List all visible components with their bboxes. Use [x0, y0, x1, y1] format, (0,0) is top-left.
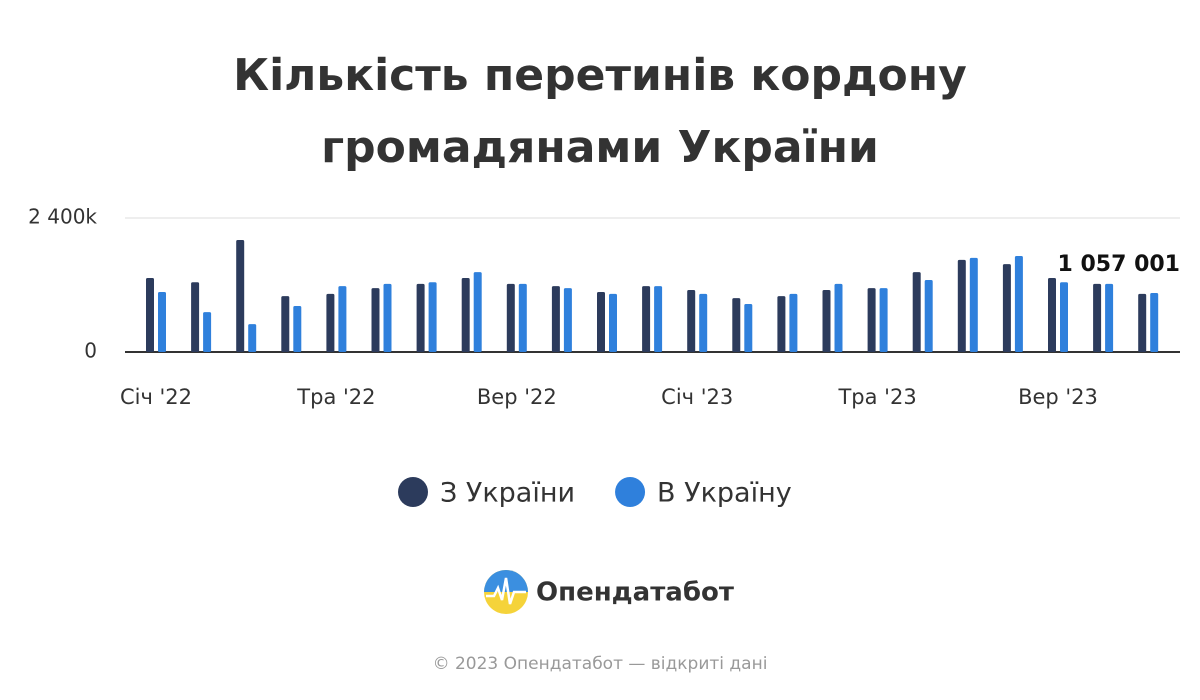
bar [1014, 255, 1023, 352]
bar [461, 278, 470, 352]
legend-swatch [398, 477, 428, 507]
x-tick-label: Вер '23 [1018, 385, 1098, 409]
x-tick-label: Тра '22 [296, 385, 375, 409]
bar [1002, 264, 1011, 352]
bar [957, 259, 966, 352]
bar [146, 278, 154, 352]
bar [924, 279, 933, 352]
brand-name: Опендатабот [536, 578, 734, 608]
bar [158, 291, 166, 352]
bar [563, 288, 572, 352]
y-tick-label: 2 400k [28, 205, 97, 229]
bar [879, 288, 888, 352]
bar [867, 288, 876, 352]
bar [506, 283, 515, 352]
bar [912, 272, 921, 352]
bar [293, 305, 302, 352]
bar [551, 286, 560, 352]
bar [1093, 283, 1102, 352]
bar [699, 293, 708, 352]
legend-swatch [615, 477, 646, 507]
bar [518, 283, 527, 352]
bar [654, 286, 663, 352]
legend-label: З України [440, 478, 575, 509]
bar [203, 312, 212, 352]
bar [744, 303, 753, 352]
bar [1060, 282, 1068, 352]
bar [642, 286, 651, 352]
bar [732, 298, 741, 352]
bar [687, 290, 696, 352]
bar [789, 293, 798, 352]
bar [191, 282, 200, 352]
bar [326, 293, 335, 352]
x-tick-label: Вер '22 [477, 385, 557, 409]
bar [338, 286, 347, 352]
chart-title: громадянами України [321, 122, 879, 173]
bar [969, 257, 978, 352]
x-tick-label: Тра '23 [837, 385, 916, 409]
bar [597, 291, 605, 352]
bar [371, 288, 380, 352]
bar [1150, 292, 1159, 352]
bar [1105, 283, 1114, 352]
bar [236, 240, 245, 352]
x-tick-label: Січ '22 [120, 385, 192, 409]
y-tick-label: 0 [84, 339, 97, 363]
bar [834, 283, 843, 352]
bar [248, 324, 257, 352]
bar [822, 290, 831, 352]
x-tick-label: Січ '23 [661, 385, 733, 409]
brand-logo [484, 570, 528, 614]
bar [416, 283, 425, 352]
bar [383, 283, 392, 352]
annotation: 1 057 001 [1058, 252, 1180, 277]
chart-title: Кількість перетинів кордону [233, 50, 967, 101]
bar [777, 296, 786, 352]
bar [473, 272, 482, 352]
footer: © 2023 Опендатабот — відкриті дані [433, 654, 768, 674]
bar [281, 296, 290, 352]
bar [1048, 278, 1056, 352]
bar [428, 282, 437, 352]
bar [609, 293, 617, 352]
bar [1138, 293, 1147, 352]
legend-label: В Україну [657, 478, 792, 509]
